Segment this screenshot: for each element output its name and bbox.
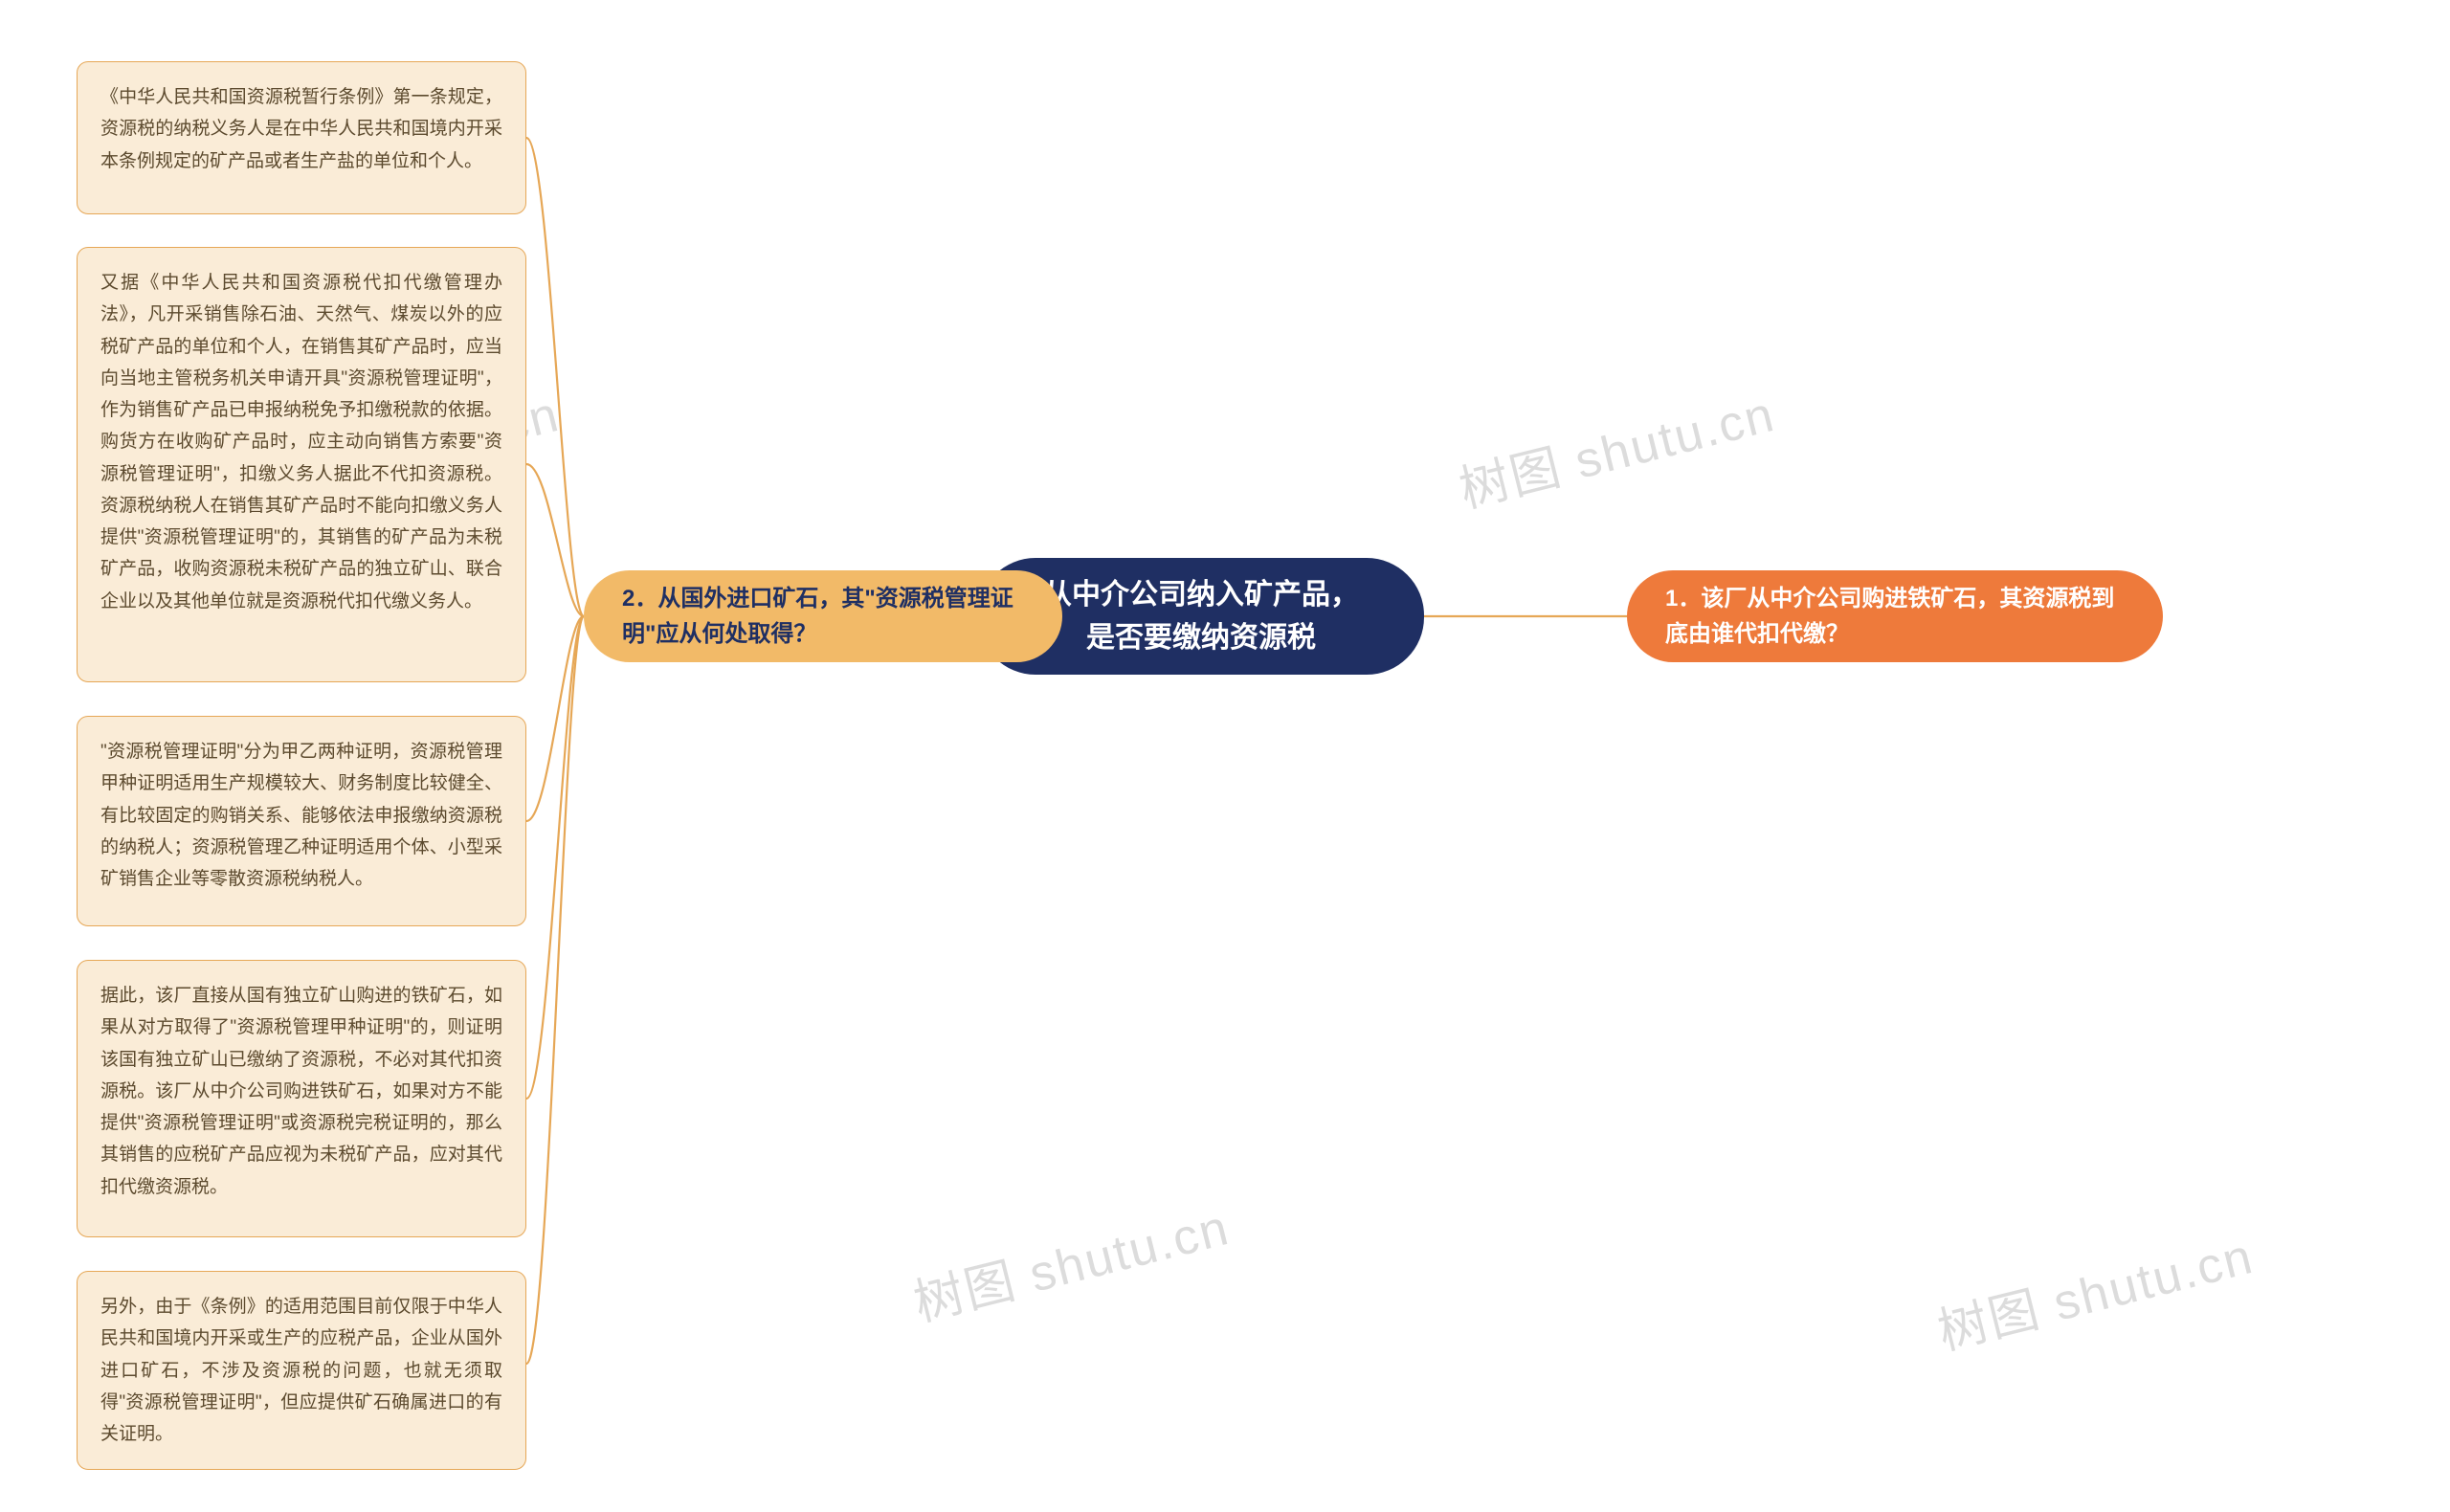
watermark: 树图 shutu.cn <box>1451 373 1781 521</box>
leaf-text: "资源税管理证明"分为甲乙两种证明，资源税管理甲种证明适用生产规模较大、财务制度… <box>100 742 502 889</box>
leaf-text: 据此，该厂直接从国有独立矿山购进的铁矿石，如果从对方取得了"资源税管理甲种证明"… <box>100 986 502 1197</box>
leaf-text: 《中华人民共和国资源税暂行条例》第一条规定，资源税的纳税义务人是在中华人民共和国… <box>100 87 502 171</box>
leaf-node[interactable]: 据此，该厂直接从国有独立矿山购进的铁矿石，如果从对方取得了"资源税管理甲种证明"… <box>77 960 526 1237</box>
watermark: 树图 shutu.cn <box>1929 1215 2260 1363</box>
right-branch-text: 1．该厂从中介公司购进铁矿石，其资源税到底由谁代扣代缴？ <box>1665 581 2125 652</box>
central-node-text: 从中介公司纳入矿产品， 是否要缴纳资源税 <box>1043 573 1359 659</box>
leaf-text: 又据《中华人民共和国资源税代扣代缴管理办法》，凡开采销售除石油、天然气、煤炭以外… <box>100 273 502 611</box>
mindmap-canvas: 树图 shutu.cn 树图 shutu.cn 树图 shutu.cn 树图 s… <box>0 0 2450 1512</box>
right-branch-node[interactable]: 1．该厂从中介公司购进铁矿石，其资源税到底由谁代扣代缴？ <box>1627 570 2163 662</box>
leaf-node[interactable]: "资源税管理证明"分为甲乙两种证明，资源税管理甲种证明适用生产规模较大、财务制度… <box>77 716 526 926</box>
leaf-node[interactable]: 又据《中华人民共和国资源税代扣代缴管理办法》，凡开采销售除石油、天然气、煤炭以外… <box>77 247 526 682</box>
watermark: 树图 shutu.cn <box>905 1187 1236 1334</box>
leaf-node[interactable]: 《中华人民共和国资源税暂行条例》第一条规定，资源税的纳税义务人是在中华人民共和国… <box>77 61 526 214</box>
left-branch-text: 2．从国外进口矿石，其"资源税管理证明"应从何处取得？ <box>622 581 1024 652</box>
left-branch-node[interactable]: 2．从国外进口矿石，其"资源税管理证明"应从何处取得？ <box>584 570 1062 662</box>
leaf-text: 另外，由于《条例》的适用范围目前仅限于中华人民共和国境内开采或生产的应税产品，企… <box>100 1297 502 1444</box>
leaf-node[interactable]: 另外，由于《条例》的适用范围目前仅限于中华人民共和国境内开采或生产的应税产品，企… <box>77 1271 526 1470</box>
